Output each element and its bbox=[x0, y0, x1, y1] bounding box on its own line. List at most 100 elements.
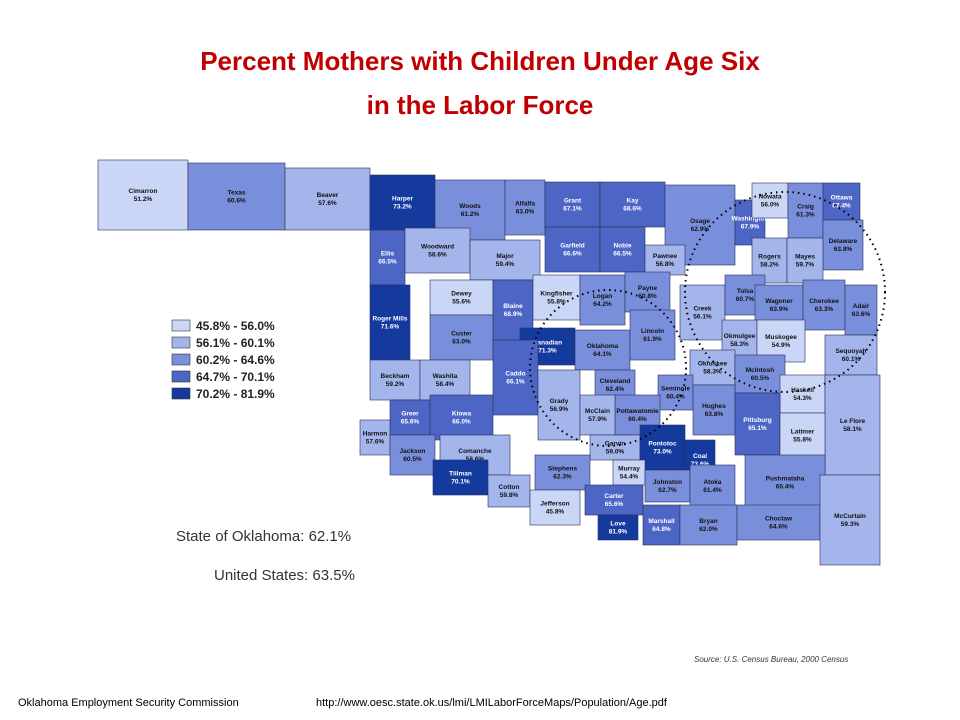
county-name: Grant bbox=[564, 198, 582, 205]
county-value: 62.0% bbox=[699, 526, 718, 533]
county-name: Pittsburg bbox=[743, 417, 772, 424]
county-value: 61.3% bbox=[796, 212, 815, 219]
county-name: Cherokee bbox=[809, 298, 839, 305]
county-name: Cimarron bbox=[129, 188, 158, 195]
county-value: 45.8% bbox=[546, 509, 565, 516]
county-name: Love bbox=[610, 521, 626, 528]
county bbox=[689, 349, 736, 386]
county-value: 63.8% bbox=[834, 246, 853, 253]
county bbox=[369, 229, 406, 286]
county-name: Harper bbox=[392, 196, 413, 203]
county-name: Choctaw bbox=[765, 516, 793, 523]
county bbox=[419, 359, 471, 401]
county-value: 58.4% bbox=[436, 381, 455, 388]
county-name: Alfalfa bbox=[515, 201, 535, 208]
county bbox=[639, 424, 686, 471]
county-name: Washita bbox=[433, 373, 458, 380]
county-name: Tulsa bbox=[737, 288, 754, 295]
county-value: 55.8% bbox=[793, 437, 812, 444]
county-name: Sequoyah bbox=[835, 348, 866, 355]
county-value: 68.6% bbox=[623, 206, 642, 213]
county-name: Major bbox=[496, 253, 514, 260]
county-name: Harmon bbox=[363, 431, 388, 438]
county bbox=[369, 174, 436, 231]
county-value: 63.6% bbox=[852, 311, 871, 318]
county-value: 59.7% bbox=[796, 262, 815, 269]
county-name: Roger Mills bbox=[372, 316, 407, 323]
county-value: 70.1% bbox=[451, 479, 470, 486]
county-value: 63.0% bbox=[516, 209, 535, 216]
county bbox=[824, 334, 878, 376]
county-name: McClain bbox=[585, 408, 610, 415]
county-name: Oklahoma bbox=[587, 343, 619, 350]
county bbox=[579, 394, 616, 436]
county bbox=[487, 474, 531, 508]
county-name: Latimer bbox=[791, 429, 815, 436]
county-value: 59.3% bbox=[841, 521, 860, 528]
county-name: Canadian bbox=[533, 340, 562, 347]
county-name: Grady bbox=[550, 398, 569, 405]
county-name: Muskogee bbox=[765, 334, 797, 341]
title: in the Labor Force bbox=[367, 90, 594, 120]
county bbox=[819, 474, 881, 566]
county-name: Custer bbox=[451, 331, 472, 338]
footer-url: http://www.oesc.state.ok.us/lmi/LMILabor… bbox=[316, 697, 668, 709]
county-name: Jackson bbox=[399, 448, 425, 455]
county-value: 64.2% bbox=[593, 301, 612, 308]
county-value: 60.4% bbox=[776, 484, 795, 491]
county bbox=[359, 419, 391, 456]
county-value: 58.2% bbox=[760, 262, 779, 269]
county-value: 73.6% bbox=[691, 461, 710, 468]
county-value: 62.9% bbox=[691, 226, 710, 233]
county bbox=[534, 454, 591, 491]
legend-swatch bbox=[171, 319, 191, 332]
county bbox=[574, 329, 631, 371]
county-value: 81.9% bbox=[609, 529, 628, 536]
county-name: Marshall bbox=[648, 518, 675, 525]
county bbox=[389, 434, 436, 476]
county-name: McCurtain bbox=[834, 513, 866, 520]
county bbox=[597, 514, 639, 541]
county bbox=[612, 459, 646, 486]
county-value: 73.0% bbox=[653, 449, 672, 456]
county-name: Haskell bbox=[791, 387, 814, 394]
county bbox=[369, 359, 421, 401]
county-value: 60.7% bbox=[736, 296, 755, 303]
county bbox=[584, 484, 644, 516]
county-name: Coal bbox=[693, 453, 707, 460]
county-name: Woods bbox=[459, 203, 481, 210]
county-name: Payne bbox=[638, 285, 658, 292]
county-value: 54.3% bbox=[793, 395, 812, 402]
county-value: 59.0% bbox=[606, 449, 625, 456]
legend-label: 45.8% - 56.0% bbox=[196, 319, 275, 333]
county-name: Pontotoc bbox=[648, 441, 677, 448]
county-name: Ellis bbox=[381, 251, 395, 258]
county-value: 64.1% bbox=[593, 351, 612, 358]
county-name: Pottawatomie bbox=[616, 408, 659, 415]
county-value: 58.3% bbox=[730, 341, 749, 348]
county-value: 60.6% bbox=[227, 198, 246, 205]
county bbox=[822, 219, 864, 271]
county bbox=[689, 464, 736, 508]
county bbox=[679, 504, 738, 546]
county-value: 60.5% bbox=[751, 375, 770, 382]
county-name: Tillman bbox=[449, 471, 472, 478]
county-value: 62.3% bbox=[553, 474, 572, 481]
county-name: Garfield bbox=[560, 243, 585, 250]
county-value: 67.9% bbox=[741, 224, 760, 231]
county bbox=[779, 374, 826, 414]
county-name: Bryan bbox=[699, 518, 717, 525]
county-value: 65.6% bbox=[401, 419, 420, 426]
county-name: Noble bbox=[613, 243, 631, 250]
county-value: 60.4% bbox=[628, 416, 647, 423]
dotted-circle bbox=[529, 289, 687, 447]
state-note: State of Oklahoma: 62.1% bbox=[176, 528, 351, 545]
county-name: Garvin bbox=[605, 441, 626, 448]
county-value: 61.4% bbox=[703, 487, 722, 494]
county-value: 73.2% bbox=[393, 204, 412, 211]
county-name: Creek bbox=[693, 306, 711, 313]
county bbox=[369, 284, 411, 361]
county bbox=[644, 469, 691, 503]
legend-swatch bbox=[171, 370, 191, 383]
map: Cimarron51.2%Texas60.6%Beaver57.6%Harper… bbox=[97, 159, 881, 566]
